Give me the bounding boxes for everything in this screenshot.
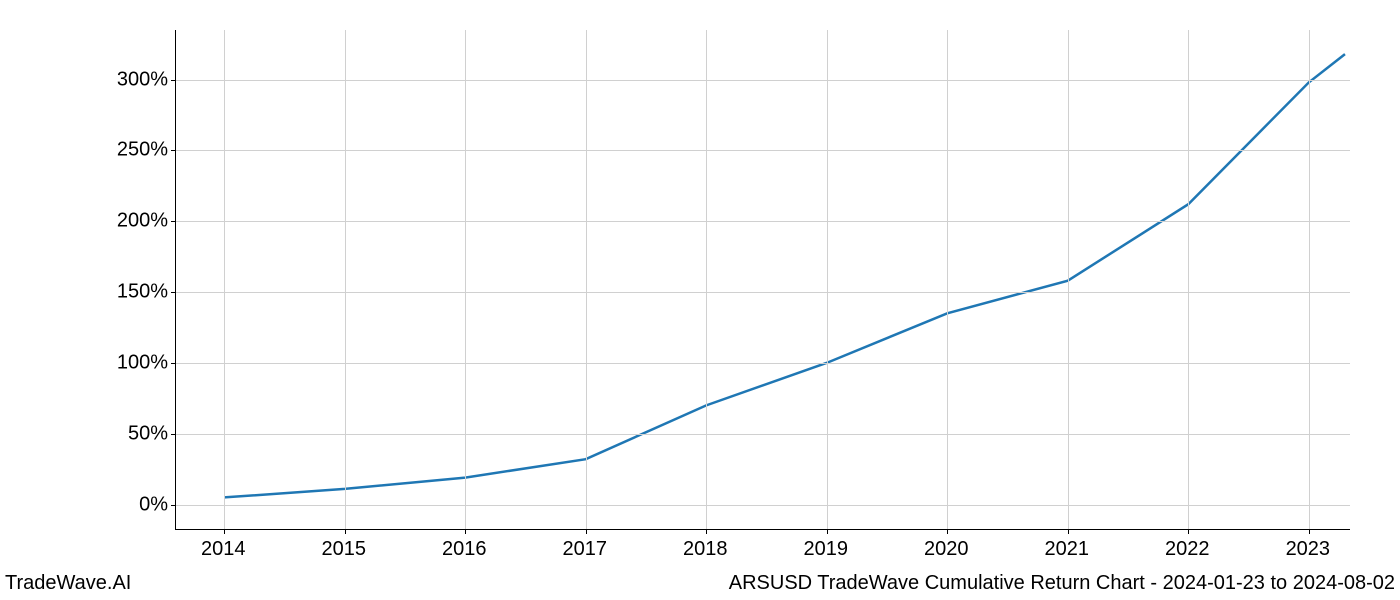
grid-line-horizontal: [176, 505, 1350, 506]
grid-line-horizontal: [176, 292, 1350, 293]
x-tick-label: 2020: [924, 538, 969, 561]
grid-line-vertical: [345, 30, 346, 529]
grid-line-vertical: [1309, 30, 1310, 529]
grid-line-vertical: [465, 30, 466, 529]
x-tick-mark: [345, 529, 346, 534]
y-tick-mark: [171, 150, 176, 151]
y-tick-mark: [171, 221, 176, 222]
x-tick-label: 2022: [1165, 538, 1210, 561]
x-tick-label: 2019: [804, 538, 849, 561]
grid-line-horizontal: [176, 150, 1350, 151]
y-tick-mark: [171, 80, 176, 81]
plot-area: [175, 30, 1350, 530]
y-tick-label: 200%: [88, 210, 168, 233]
y-tick-label: 100%: [88, 351, 168, 374]
x-tick-mark: [1068, 529, 1069, 534]
chart-container: [175, 30, 1350, 530]
y-tick-mark: [171, 505, 176, 506]
y-tick-mark: [171, 434, 176, 435]
x-tick-label: 2017: [562, 538, 607, 561]
chart-svg: [176, 30, 1351, 530]
grid-line-vertical: [947, 30, 948, 529]
y-tick-label: 50%: [88, 422, 168, 445]
x-tick-mark: [224, 529, 225, 534]
footer-right: ARSUSD TradeWave Cumulative Return Chart…: [729, 572, 1395, 595]
grid-line-horizontal: [176, 363, 1350, 364]
x-tick-label: 2018: [683, 538, 728, 561]
x-tick-label: 2021: [1045, 538, 1090, 561]
footer-left: TradeWave.AI: [5, 572, 131, 595]
x-tick-mark: [1188, 529, 1189, 534]
x-tick-label: 2016: [442, 538, 487, 561]
y-tick-label: 0%: [88, 493, 168, 516]
y-tick-mark: [171, 363, 176, 364]
y-tick-mark: [171, 292, 176, 293]
grid-line-vertical: [1188, 30, 1189, 529]
return-line: [224, 54, 1345, 497]
y-tick-label: 300%: [88, 68, 168, 91]
grid-line-vertical: [827, 30, 828, 529]
x-tick-mark: [947, 529, 948, 534]
grid-line-horizontal: [176, 434, 1350, 435]
y-tick-label: 150%: [88, 281, 168, 304]
x-tick-mark: [465, 529, 466, 534]
grid-line-horizontal: [176, 80, 1350, 81]
x-tick-label: 2015: [321, 538, 366, 561]
x-tick-label: 2023: [1286, 538, 1331, 561]
x-tick-mark: [1309, 529, 1310, 534]
x-tick-mark: [706, 529, 707, 534]
grid-line-horizontal: [176, 221, 1350, 222]
grid-line-vertical: [706, 30, 707, 529]
y-tick-label: 250%: [88, 139, 168, 162]
x-tick-mark: [827, 529, 828, 534]
x-tick-label: 2014: [201, 538, 246, 561]
grid-line-vertical: [1068, 30, 1069, 529]
grid-line-vertical: [586, 30, 587, 529]
x-tick-mark: [586, 529, 587, 534]
grid-line-vertical: [224, 30, 225, 529]
